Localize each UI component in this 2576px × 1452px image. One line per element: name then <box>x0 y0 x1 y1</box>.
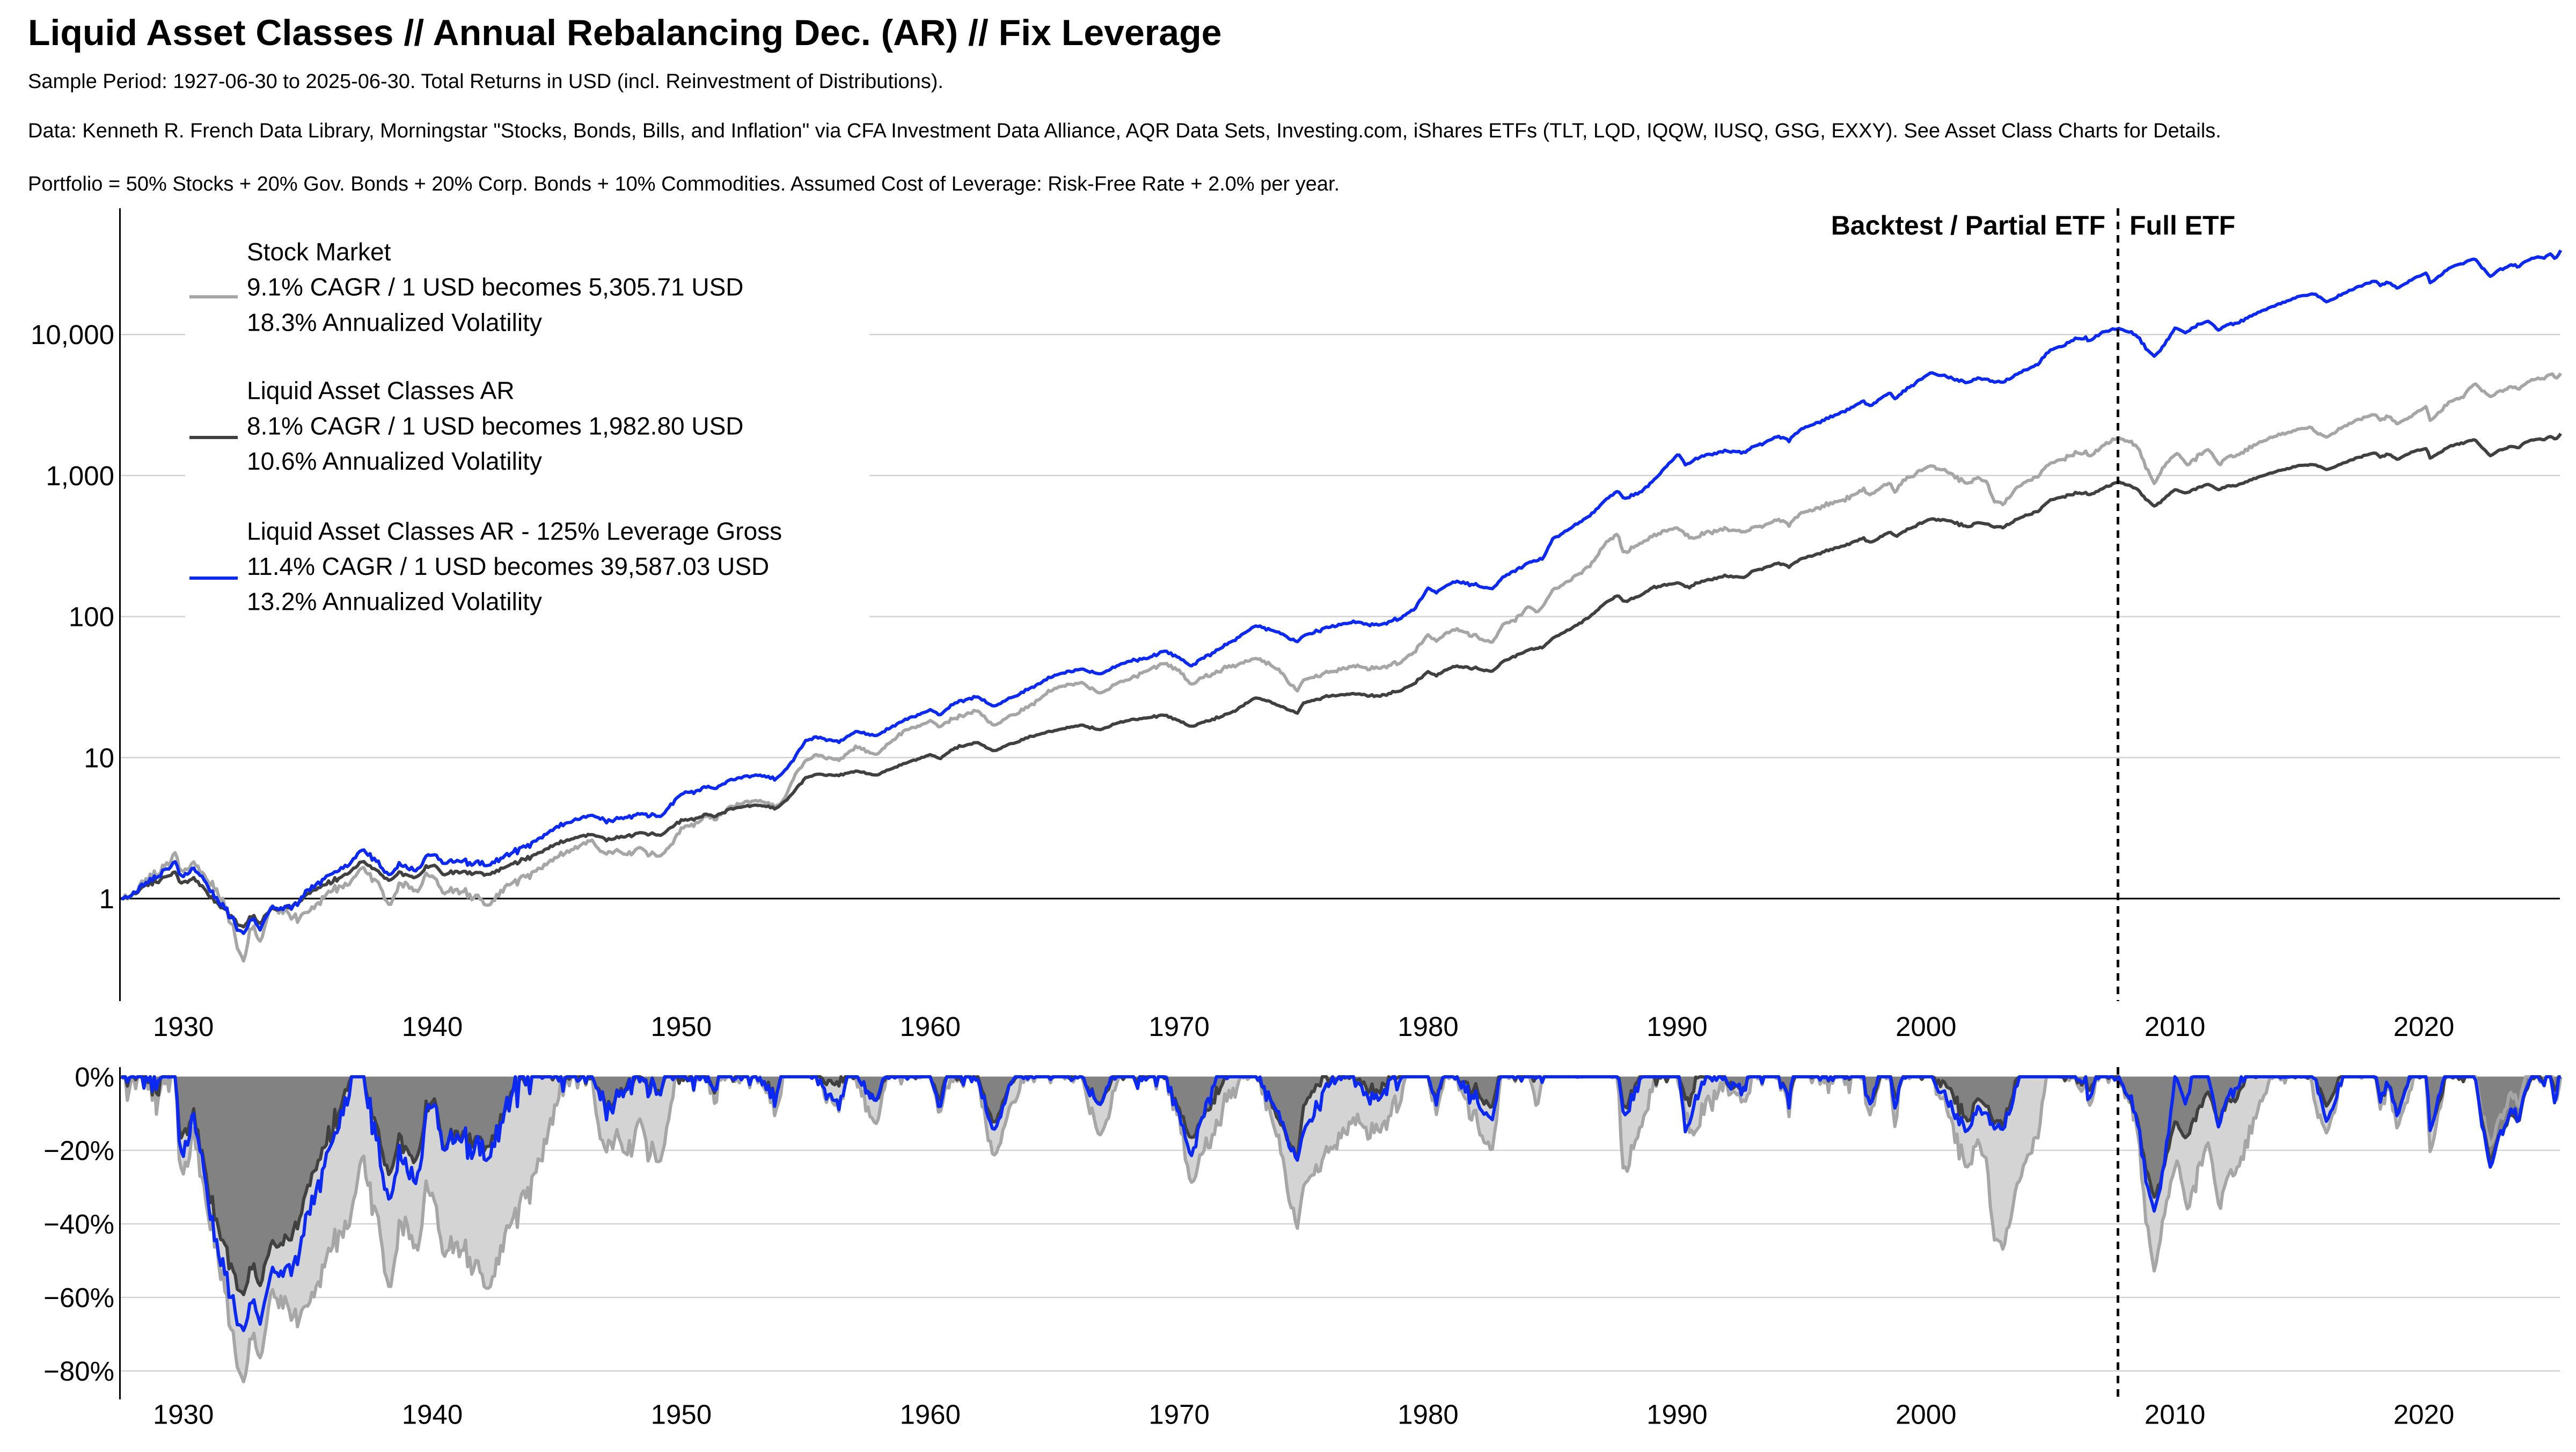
svg-text:13.2% Annualized Volatility: 13.2% Annualized Volatility <box>247 588 542 616</box>
svg-text:1990: 1990 <box>1646 1399 1707 1430</box>
svg-text:1,000: 1,000 <box>46 461 114 491</box>
svg-text:1970: 1970 <box>1148 1011 1209 1042</box>
svg-text:18.3% Annualized Volatility: 18.3% Annualized Volatility <box>247 308 542 336</box>
svg-text:−20%: −20% <box>43 1135 114 1166</box>
svg-text:1970: 1970 <box>1148 1399 1209 1430</box>
svg-text:−80%: −80% <box>43 1356 114 1387</box>
svg-text:Backtest / Partial ETF: Backtest / Partial ETF <box>1831 210 2105 240</box>
svg-text:−60%: −60% <box>43 1282 114 1313</box>
svg-text:1960: 1960 <box>900 1399 961 1430</box>
svg-text:−40%: −40% <box>43 1209 114 1239</box>
svg-text:9.1% CAGR / 1 USD becomes 5,30: 9.1% CAGR / 1 USD becomes 5,305.71 USD <box>247 273 744 301</box>
svg-text:Liquid Asset Classes AR - 125%: Liquid Asset Classes AR - 125% Leverage … <box>247 517 782 545</box>
svg-text:1940: 1940 <box>402 1011 463 1042</box>
svg-text:1950: 1950 <box>651 1011 712 1042</box>
svg-text:2010: 2010 <box>2145 1399 2205 1430</box>
svg-text:1990: 1990 <box>1646 1011 1707 1042</box>
svg-text:1950: 1950 <box>651 1399 712 1430</box>
svg-text:2000: 2000 <box>1896 1011 1956 1042</box>
svg-text:8.1% CAGR / 1 USD becomes 1,98: 8.1% CAGR / 1 USD becomes 1,982.80 USD <box>247 412 744 440</box>
svg-text:10: 10 <box>84 742 114 773</box>
svg-text:Liquid Asset Classes AR: Liquid Asset Classes AR <box>247 377 515 405</box>
svg-text:Stock Market: Stock Market <box>247 238 391 266</box>
svg-text:2000: 2000 <box>1896 1399 1956 1430</box>
svg-text:2010: 2010 <box>2145 1011 2205 1042</box>
svg-text:11.4% CAGR / 1 USD becomes 39,: 11.4% CAGR / 1 USD becomes 39,587.03 USD <box>247 552 769 580</box>
svg-text:1980: 1980 <box>1397 1011 1458 1042</box>
svg-text:1980: 1980 <box>1397 1399 1458 1430</box>
svg-text:Full ETF: Full ETF <box>2129 210 2235 240</box>
svg-text:10.6% Annualized Volatility: 10.6% Annualized Volatility <box>247 447 542 475</box>
svg-text:1: 1 <box>99 884 114 914</box>
svg-text:1940: 1940 <box>402 1399 463 1430</box>
svg-text:2020: 2020 <box>2394 1011 2454 1042</box>
svg-text:2020: 2020 <box>2394 1399 2454 1430</box>
svg-text:1960: 1960 <box>900 1011 961 1042</box>
svg-text:1930: 1930 <box>153 1011 214 1042</box>
svg-text:100: 100 <box>69 602 114 632</box>
svg-text:10,000: 10,000 <box>31 319 114 350</box>
svg-text:1930: 1930 <box>153 1399 214 1430</box>
svg-text:0%: 0% <box>75 1062 114 1092</box>
